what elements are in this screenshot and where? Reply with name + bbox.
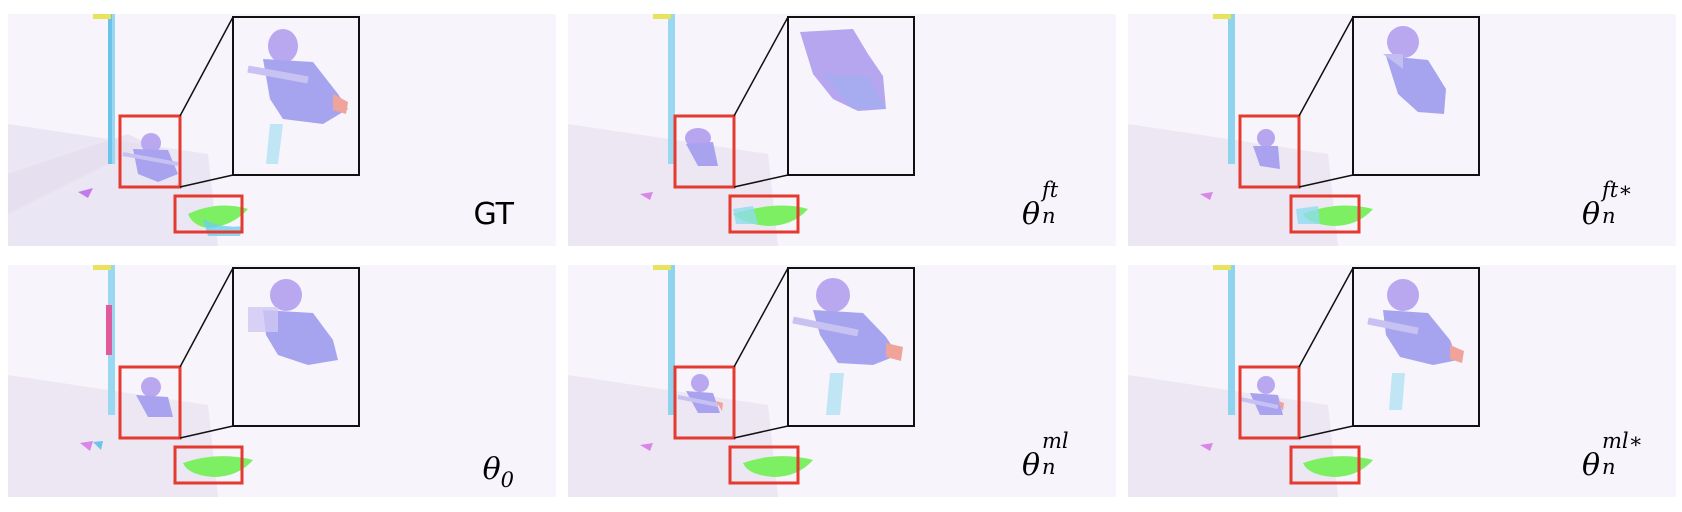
subscript: n: [1042, 204, 1056, 228]
flow-image-theta-n-ft: [568, 14, 1116, 246]
theta-symbol: θ: [1581, 448, 1600, 483]
theta-symbol: θ: [1021, 448, 1040, 483]
panel-label-gt: GT: [473, 197, 514, 232]
flow-image-theta-0: [8, 265, 556, 497]
theta-symbol: θ: [1021, 197, 1040, 232]
panel-theta-n-ft-star: θ ft∗ n: [1128, 14, 1676, 246]
panel-label-theta-0: θ0: [482, 452, 514, 492]
panel-theta-n-ml-star: θ ml∗ n: [1128, 265, 1676, 497]
panel-theta-n-ml: θ ml n: [568, 265, 1116, 497]
superscript: ft∗: [1602, 178, 1633, 202]
theta-symbol: θ: [1581, 197, 1600, 232]
flow-image-gt: [8, 14, 556, 246]
panel-label-theta-n-ml-star: θ ml∗ n: [1581, 431, 1643, 487]
flow-image-theta-n-ml-star: [1128, 265, 1676, 497]
panel-label-theta-n-ml: θ ml n: [1021, 431, 1074, 487]
flow-image-theta-n-ft-star: [1128, 14, 1676, 246]
superscript: ft: [1042, 178, 1059, 202]
subscript: 0: [500, 468, 514, 492]
panel-label-theta-n-ft: θ ft n: [1021, 180, 1074, 236]
panel-label-theta-n-ft-star: θ ft∗ n: [1581, 180, 1634, 236]
subscript: n: [1602, 455, 1616, 479]
panel-theta-n-ft: θ ft n: [568, 14, 1116, 246]
subscript: n: [1042, 455, 1056, 479]
flow-image-theta-n-ml: [568, 265, 1116, 497]
subscript: n: [1602, 204, 1616, 228]
superscript: ml∗: [1602, 429, 1643, 453]
panel-gt: GT: [8, 14, 556, 246]
panel-theta-0: θ0: [8, 265, 556, 497]
theta-symbol: θ: [482, 452, 501, 487]
superscript: ml: [1042, 429, 1069, 453]
